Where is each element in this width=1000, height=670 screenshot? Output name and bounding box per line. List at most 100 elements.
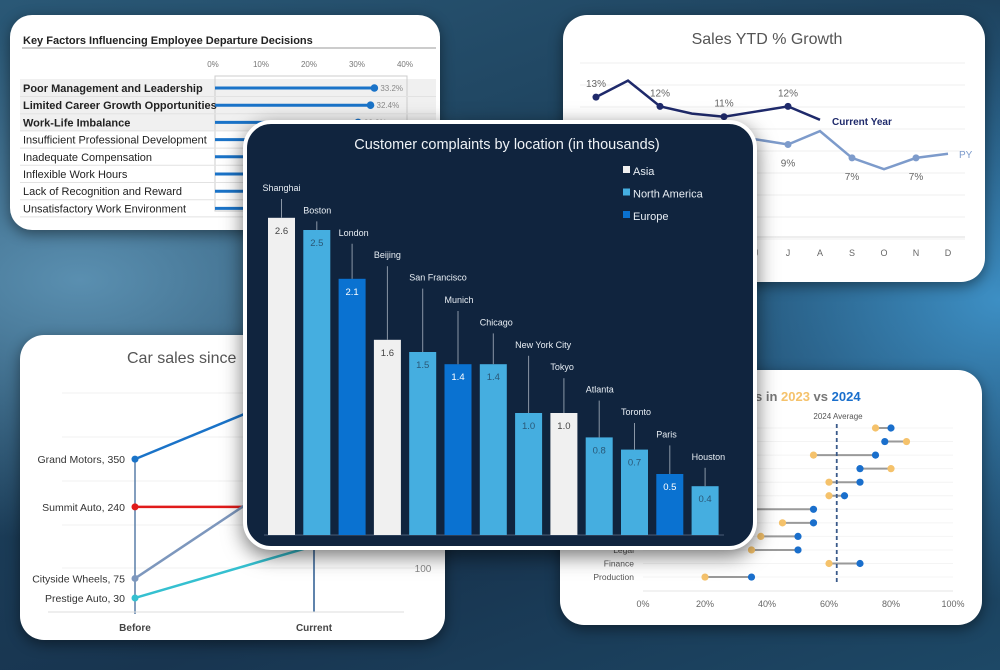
dot-2023 xyxy=(825,492,833,500)
bar xyxy=(691,486,719,535)
month-label: O xyxy=(880,248,887,258)
category-label: Atlanta xyxy=(586,385,614,395)
legend-label: North America xyxy=(633,189,704,201)
category-label: Tokyo xyxy=(550,362,574,372)
data-point xyxy=(131,455,139,463)
category-label: San Francisco xyxy=(409,273,467,283)
data-point xyxy=(131,594,139,602)
chart-title: Car sales since xyxy=(127,350,236,367)
data-point xyxy=(131,503,139,511)
value-label: 2.6 xyxy=(275,226,288,237)
series-label: Cityside Wheels, 75 xyxy=(32,573,125,585)
data-label: 7% xyxy=(909,172,924,183)
data-point xyxy=(592,93,600,101)
chart-title: Key Factors Influencing Employee Departu… xyxy=(23,35,313,47)
x-label-before: Before xyxy=(119,623,151,634)
value-label: 2.1 xyxy=(345,287,358,298)
x-tick-label: 100% xyxy=(941,599,964,609)
legend-swatch xyxy=(623,188,630,196)
bar xyxy=(409,352,437,535)
dot-2024 xyxy=(840,492,849,500)
lollipop-dot xyxy=(370,84,379,92)
value-label: 0.5 xyxy=(663,482,676,493)
title-part: vs xyxy=(810,389,832,404)
chart-title: s in 2023 vs 2024 xyxy=(755,389,861,404)
category-label: Paris xyxy=(656,429,677,439)
month-label: S xyxy=(849,248,855,258)
dot-2024 xyxy=(856,465,864,473)
category-label: Houston xyxy=(692,452,726,462)
category-label: New York City xyxy=(515,340,572,350)
x-tick-label: 30% xyxy=(349,60,365,69)
bar xyxy=(338,278,366,535)
current-year-line xyxy=(595,79,821,121)
dot-2024 xyxy=(794,546,802,554)
data-label: 12% xyxy=(778,88,798,99)
category-label: Inflexible Work Hours xyxy=(23,169,128,181)
category-label: Toronto xyxy=(621,407,651,417)
dot-2023 xyxy=(825,559,833,568)
title-part: 2024 xyxy=(832,389,862,404)
category-label: Lack of Recognition and Reward xyxy=(23,186,182,198)
legend-label: Europe xyxy=(633,211,668,223)
dot-2023 xyxy=(809,451,818,459)
month-label: J xyxy=(786,248,791,258)
series-label: Summit Auto, 240 xyxy=(42,502,125,514)
category-label: Limited Career Growth Opportunities xyxy=(23,100,217,112)
data-point xyxy=(131,574,139,582)
customer-complaints-chart: Customer complaints by location (in thou… xyxy=(262,137,726,536)
dot-2024 xyxy=(794,532,802,541)
bar xyxy=(303,230,331,535)
dot-2023 xyxy=(757,532,765,541)
dot-2023 xyxy=(871,424,880,432)
bar xyxy=(479,364,507,535)
title-part: 2023 xyxy=(781,389,810,404)
chart-title: Customer complaints by location (in thou… xyxy=(354,137,659,153)
x-tick-label: 60% xyxy=(820,599,838,609)
value-label: 1.4 xyxy=(487,372,500,383)
x-label-current: Current xyxy=(296,623,333,634)
data-point xyxy=(912,154,920,162)
data-label: 9% xyxy=(781,159,796,170)
value-label: 1.5 xyxy=(416,360,429,371)
data-point xyxy=(720,113,728,121)
x-tick-label: 10% xyxy=(253,60,269,69)
dot-2024 xyxy=(871,451,880,459)
row-label: Finance xyxy=(604,559,635,569)
category-label: Beijing xyxy=(374,250,401,260)
data-label: 7% xyxy=(845,172,860,183)
data-point xyxy=(784,141,792,149)
data-label: 11% xyxy=(714,99,733,110)
month-label: N xyxy=(913,248,920,258)
month-label: A xyxy=(817,248,823,258)
value-label: 1.0 xyxy=(522,421,535,432)
dot-2023 xyxy=(825,478,833,486)
legend-swatch xyxy=(623,166,630,173)
dot-2024 xyxy=(747,573,756,581)
category-label: Munich xyxy=(445,295,474,305)
x-tick-label: 80% xyxy=(882,599,900,609)
data-point xyxy=(848,154,856,162)
title-part: s in xyxy=(755,389,781,404)
value-label: 0.4 xyxy=(698,494,711,505)
bar xyxy=(621,449,648,535)
bar xyxy=(268,217,295,536)
x-tick-label: 40% xyxy=(758,599,776,609)
value-label: 32.4% xyxy=(377,101,400,110)
dot-2023 xyxy=(747,546,756,554)
value-label: 1.4 xyxy=(451,372,464,383)
value-label: 0.7 xyxy=(628,458,641,469)
data-label: 13% xyxy=(586,79,606,90)
bar xyxy=(373,339,401,535)
dot-2023 xyxy=(902,437,911,446)
bar xyxy=(444,364,472,535)
dot-2024 xyxy=(809,505,818,513)
category-label: Shanghai xyxy=(262,183,300,193)
data-point xyxy=(784,102,792,110)
dot-2024 xyxy=(881,437,889,446)
series-label-current-year: Current Year xyxy=(832,117,892,128)
series-label-py: PY xyxy=(959,150,973,161)
month-label: D xyxy=(945,248,952,258)
category-label: Boston xyxy=(303,205,331,215)
dot-2023 xyxy=(778,519,787,527)
